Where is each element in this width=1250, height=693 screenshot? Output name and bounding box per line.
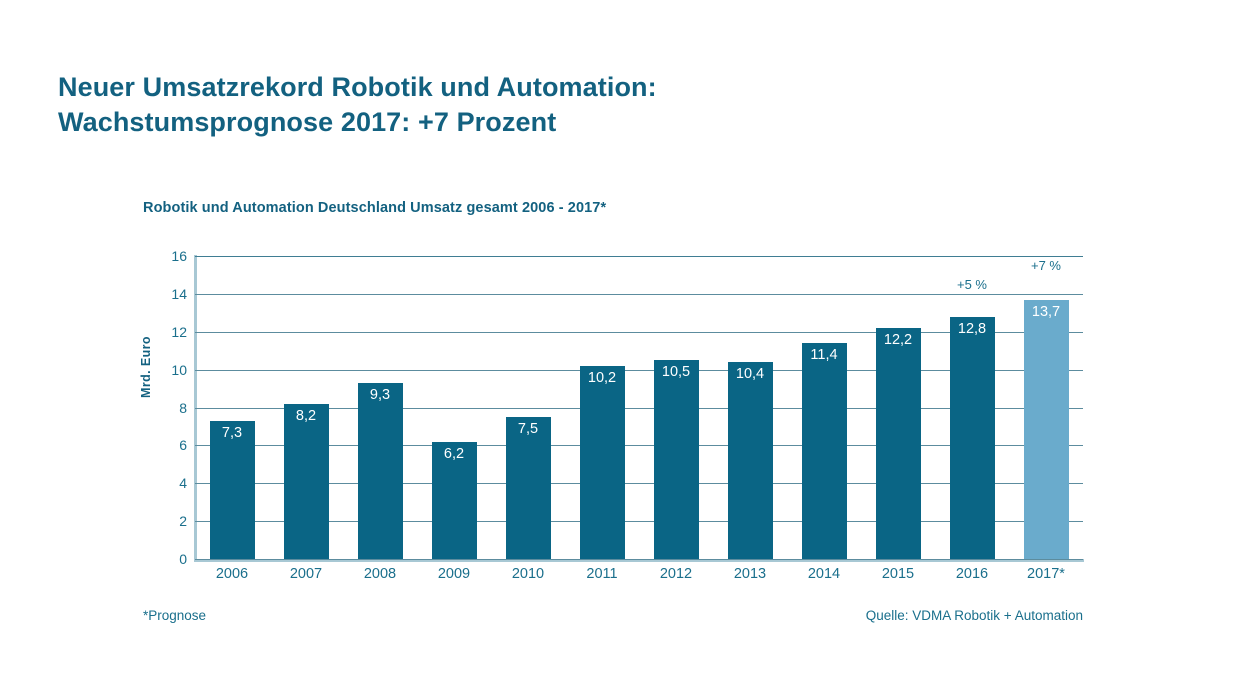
bar-value-label: 12,2: [883, 331, 913, 348]
x-axis-line: [194, 559, 1084, 562]
gridline: [195, 521, 1083, 523]
y-axis-tick-label: 6: [179, 437, 187, 454]
chart-title: Robotik und Automation Deutschland Umsat…: [143, 200, 607, 216]
y-axis-tick-label: 16: [171, 248, 187, 264]
bar-value-label: 12,8: [957, 320, 987, 337]
bar-2011[interactable]: 10,2: [579, 365, 625, 559]
gridline: [195, 369, 1083, 371]
bar-2012[interactable]: 10,5: [653, 360, 699, 559]
bar-2014[interactable]: 11,4: [801, 343, 847, 559]
plot-area: 7,3 8,2 9,3 6,2 7,5 10,2 10,5 10,4 11,4 12,2 12,8 1…: [194, 255, 1084, 562]
x-axis-tick-label: 2016: [955, 566, 989, 582]
x-axis-tick-label: 2013: [733, 566, 767, 582]
gridline: [195, 445, 1083, 447]
bar-value-label: 13,7: [1031, 303, 1061, 320]
bar-value-label: 7,5: [517, 420, 539, 437]
x-axis-tick-label: 2007: [289, 566, 323, 582]
x-axis-tick-label: 2014: [807, 566, 841, 582]
y-axis-tick-label: 8: [179, 399, 187, 416]
bar-2017[interactable]: 13,7: [1023, 299, 1069, 559]
y-axis-tick-label: 2: [179, 513, 187, 530]
growth-annotation-2016: +5 %: [957, 277, 987, 292]
y-axis-tick-label: 12: [171, 323, 187, 340]
x-axis-tick-label: 2015: [881, 566, 915, 582]
bar-value-label: 8,2: [295, 407, 317, 424]
bar-2016[interactable]: 12,8: [949, 316, 995, 559]
growth-annotation-2017: +7 %: [1031, 258, 1061, 273]
footnote-prognose: *Prognose: [143, 608, 207, 623]
bar-value-label: 10,5: [661, 364, 691, 381]
y-axis-tick-labels: 16 14 12 10 8 6 4 2 0: [143, 249, 187, 566]
footnote-source: Quelle: VDMA Robotik + Automation: [865, 608, 1083, 623]
bar-2010[interactable]: 7,5: [505, 416, 551, 559]
bar-2015[interactable]: 12,2: [875, 327, 921, 559]
y-axis-tick-label: 4: [179, 475, 187, 492]
gridline: [195, 331, 1083, 333]
bar-2009[interactable]: 6,2: [431, 441, 477, 559]
x-axis-tick-label: 2017*: [1027, 566, 1065, 582]
x-axis-tick-label: 2012: [659, 566, 693, 582]
x-axis-tick-label: 2006: [215, 566, 249, 582]
bar-2007[interactable]: 8,2: [283, 403, 329, 559]
y-axis-tick-label: 0: [179, 551, 187, 567]
x-axis-tick-label: 2010: [511, 566, 545, 582]
gridline: [195, 293, 1083, 295]
bar-value-label: 10,4: [735, 366, 765, 383]
bar-2006[interactable]: 7,3: [209, 420, 255, 559]
bar-value-label: 7,3: [221, 424, 243, 441]
gridline: [195, 407, 1083, 409]
y-axis-tick-label: 14: [171, 285, 187, 302]
bar-value-label: 11,4: [810, 347, 838, 364]
x-axis-tick-label: 2009: [437, 566, 471, 582]
bar-2013[interactable]: 10,4: [727, 362, 773, 559]
page-title: Neuer Umsatzrekord Robotik und Automatio…: [58, 70, 1058, 139]
page-title-line-2: Wachstumsprognose 2017: +7 Prozent: [58, 106, 557, 137]
y-axis-line: [194, 255, 197, 559]
gridline: [195, 559, 1083, 560]
bar-value-label: 6,2: [443, 445, 465, 462]
x-axis-tick-label: 2008: [363, 566, 397, 582]
page-title-line-1: Neuer Umsatzrekord Robotik und Automatio…: [58, 72, 657, 102]
y-axis-tick-label: 10: [171, 361, 187, 378]
gridline: [195, 483, 1083, 485]
bar-2008[interactable]: 9,3: [357, 382, 403, 559]
bar-value-label: 10,2: [587, 369, 617, 386]
x-axis-tick-label: 2011: [586, 566, 618, 582]
gridline: [195, 256, 1083, 257]
bar-value-label: 9,3: [369, 386, 391, 403]
